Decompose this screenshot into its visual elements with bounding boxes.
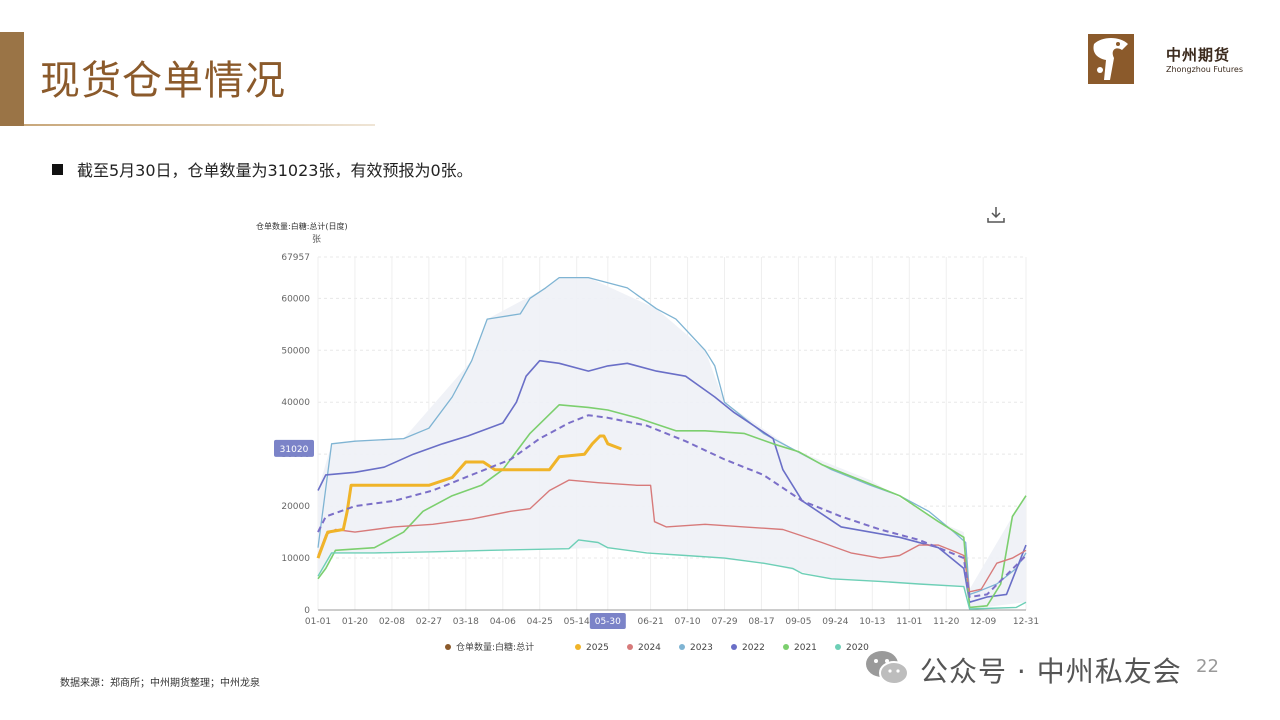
download-icon-stroke: [991, 212, 1001, 219]
y-highlight-box: [274, 439, 314, 457]
x-tick-label: 04-25: [527, 617, 553, 627]
x-tick-label: 01-20: [342, 617, 368, 627]
x-tick-label: 12-09: [970, 617, 996, 627]
range-band: [318, 277, 1026, 609]
series-line-2023: [317, 276, 1027, 596]
x-tick-label: 11-01: [896, 617, 922, 627]
download-icon-stroke: [987, 218, 1005, 223]
x-tick-label: 05-14: [564, 617, 590, 627]
legend-label: 2020: [846, 643, 869, 653]
x-tick-label: 07-10: [674, 617, 700, 627]
legend-label: 仓单数量:白糖:总计: [456, 641, 534, 653]
series-line-mean: [317, 414, 1027, 598]
chart-title: 仓单数量:白糖:总计(日度): [256, 221, 348, 231]
y-tick-label: 40000: [281, 398, 310, 408]
x-tick-label: 01-01: [305, 617, 331, 627]
legend-marker: [445, 644, 451, 650]
x-tick-label: 09-24: [822, 617, 848, 627]
company-logo: 中州期货 Zhongzhou Futures: [1088, 30, 1258, 90]
y-tick-label: 20000: [281, 502, 310, 512]
legend-marker: [835, 644, 841, 650]
x-tick-label: 03-18: [453, 617, 479, 627]
page-number: 22: [1196, 656, 1219, 677]
summary-text: 截至5月30日，仓单数量为31023张，有效预报为0张。: [77, 161, 473, 180]
x-tick-label: 08-17: [748, 617, 774, 627]
title-bar: 现货仓单情况: [0, 32, 375, 126]
series-line-2025: [316, 434, 622, 559]
y-highlight-label: 31020: [280, 445, 309, 455]
legend-marker: [679, 644, 685, 650]
y-tick-label: 50000: [281, 346, 310, 356]
logo-en-text: Zhongzhou Futures: [1166, 65, 1244, 74]
x-tick-label: 02-08: [379, 617, 405, 627]
summary-bullet: 截至5月30日，仓单数量为31023张，有效预报为0张。: [52, 157, 473, 181]
wechat-icon: [866, 651, 909, 685]
legend-label: 2025: [586, 643, 609, 653]
legend-marker: [731, 644, 737, 650]
legend-label: 2023: [690, 643, 713, 653]
legend-label: 2021: [794, 643, 817, 653]
x-highlight-label: 05-30: [595, 617, 621, 627]
legend-marker: [627, 644, 633, 650]
wechat-watermark: 公众号 · 中州私友会: [864, 648, 1181, 688]
x-tick-label: 02-27: [416, 617, 442, 627]
square-bullet-icon: [52, 164, 63, 175]
y-tick-label: 10000: [281, 554, 310, 564]
legend-marker: [575, 644, 581, 650]
x-tick-label: 10-13: [859, 617, 885, 627]
y-tick-label: 0: [304, 606, 310, 616]
title-underline: [24, 124, 375, 126]
x-tick-label: 04-06: [490, 617, 516, 627]
warehouse-receipt-chart: 仓单数量:白糖:总计(日度)张0100002000030000400005000…: [248, 196, 1048, 666]
logo-mark-icon: [1088, 34, 1134, 84]
x-tick-label: 07-29: [711, 617, 737, 627]
legend-label: 2024: [638, 643, 661, 653]
legend-label: 2022: [742, 643, 765, 653]
download-icon: [987, 207, 1005, 223]
page-title: 现货仓单情况: [40, 58, 286, 104]
x-tick-label: 06-21: [638, 617, 664, 627]
x-highlight-box: [589, 613, 626, 629]
series-line-2022: [317, 359, 1027, 604]
wechat-account-text: 公众号 · 中州私友会: [920, 655, 1182, 688]
x-tick-label: 11-20: [933, 617, 959, 627]
y-axis-unit: 张: [312, 234, 321, 245]
x-tick-label: 12-31: [1013, 617, 1039, 627]
y-tick-label: 67957: [281, 253, 310, 263]
data-source: 数据来源：郑商所；中州期货整理；中州龙泉: [60, 678, 260, 689]
x-tick-label: 09-05: [785, 617, 811, 627]
title-accent: [0, 32, 24, 126]
series-line-2020: [317, 539, 1027, 610]
y-tick-label: 60000: [281, 294, 310, 304]
logo-cn-text: 中州期货: [1166, 46, 1231, 64]
series-line-2021: [317, 404, 1027, 609]
series-line-2024: [317, 479, 1027, 593]
legend-marker: [783, 644, 789, 650]
